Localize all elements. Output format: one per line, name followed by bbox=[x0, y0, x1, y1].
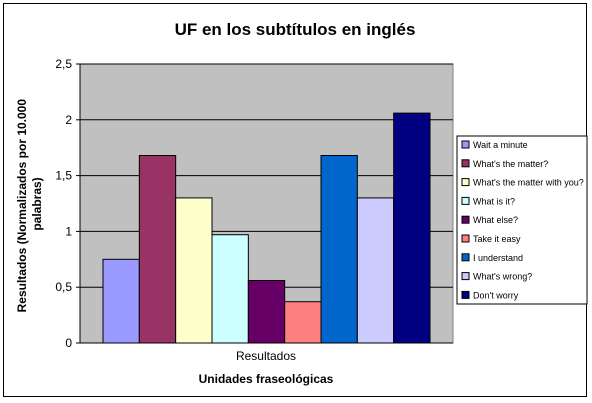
y-tick-label: 1 bbox=[65, 224, 72, 238]
legend-swatch bbox=[461, 290, 470, 299]
y-tick-label: 2 bbox=[65, 113, 72, 127]
bar bbox=[175, 197, 213, 344]
bar bbox=[284, 301, 322, 344]
bars bbox=[102, 112, 431, 344]
bar bbox=[393, 112, 431, 344]
legend-swatch bbox=[461, 215, 470, 224]
legend-swatch bbox=[461, 196, 470, 205]
legend-label: What else? bbox=[473, 215, 518, 225]
y-tick-label: 2,5 bbox=[55, 57, 72, 71]
bar bbox=[320, 155, 358, 344]
legend-label: What is it? bbox=[473, 196, 515, 206]
legend-label: Don't worry bbox=[473, 290, 519, 300]
bar bbox=[211, 234, 249, 344]
legend-swatch bbox=[461, 272, 470, 281]
chart-title: UF en los subtítulos en inglés bbox=[175, 20, 416, 39]
legend-swatch bbox=[461, 253, 470, 262]
legend-box bbox=[456, 135, 588, 305]
legend-label: What's the matter with you? bbox=[473, 178, 584, 188]
legend-label: What's wrong? bbox=[473, 272, 532, 282]
y-axis-title-line-2: palabras) bbox=[30, 177, 44, 230]
x-category-label: Resultados bbox=[236, 349, 296, 363]
legend-swatch bbox=[461, 159, 470, 168]
bar bbox=[138, 155, 177, 344]
legend-swatch bbox=[461, 234, 470, 243]
y-axis-title-line-1: Resultados (Normalizados por 10.000 bbox=[15, 99, 29, 313]
y-axis-title: Resultados (Normalizados por 10.000 pala… bbox=[15, 96, 44, 313]
bar bbox=[356, 197, 395, 344]
y-tick-label: 0 bbox=[65, 336, 72, 350]
bar bbox=[102, 258, 140, 344]
bar bbox=[247, 280, 286, 344]
x-axis-title: Unidades fraseológicas bbox=[199, 372, 334, 386]
legend: Wait a minute What's the matter? What's th… bbox=[461, 140, 584, 300]
legend-label: Wait a minute bbox=[473, 140, 528, 150]
y-axis-ticks: 0 0,5 1 1,5 2 2,5 bbox=[55, 57, 80, 350]
y-tick-label: 1,5 bbox=[55, 169, 72, 183]
legend-swatch bbox=[461, 140, 470, 149]
legend-label: What's the matter? bbox=[473, 159, 548, 169]
y-tick-label: 0,5 bbox=[55, 280, 72, 294]
legend-swatch bbox=[461, 178, 470, 187]
legend-label: Take it easy bbox=[473, 234, 521, 244]
legend-label: I understand bbox=[473, 253, 523, 263]
